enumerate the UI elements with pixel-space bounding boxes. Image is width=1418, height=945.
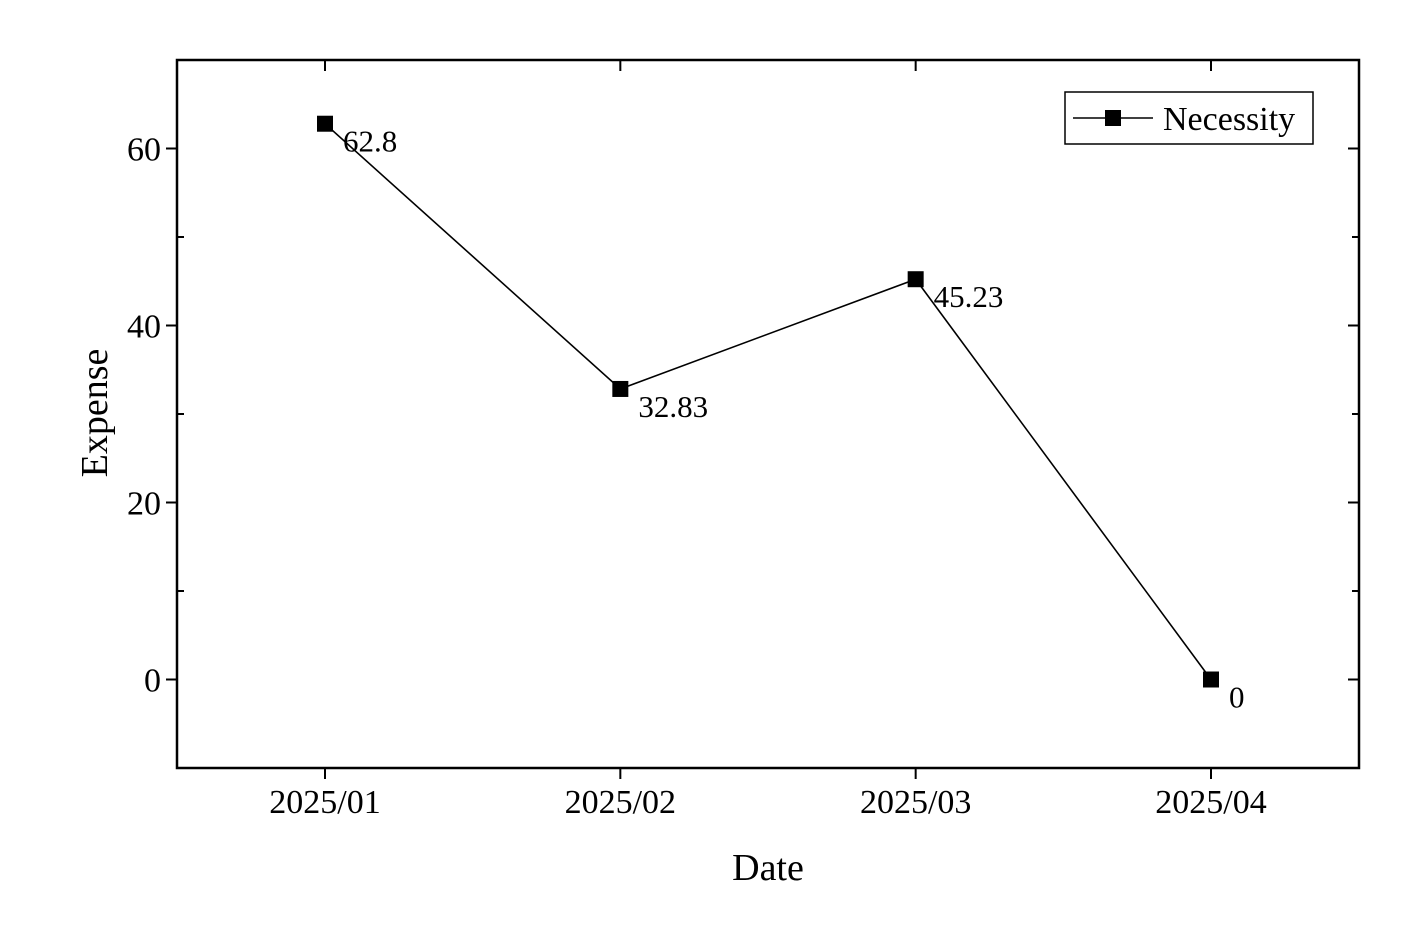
legend: Necessity — [1064, 91, 1314, 145]
y-axis-title: Expense — [74, 349, 116, 478]
data-point-marker — [317, 115, 333, 132]
data-label: 32.83 — [638, 389, 708, 424]
plot-frame — [175, 58, 1361, 770]
x-tick-label: 2025/02 — [565, 784, 676, 821]
series-layer — [317, 115, 1219, 688]
legend-marker-square — [1105, 110, 1121, 126]
y-tick-label: 20 — [127, 486, 161, 523]
y-tick-label: 40 — [127, 309, 161, 346]
y-tick-label: 60 — [127, 132, 161, 169]
data-label: 0 — [1229, 680, 1245, 715]
x-tick-label: 2025/01 — [269, 784, 380, 821]
data-label: 45.23 — [934, 279, 1004, 314]
x-axis-title: Date — [732, 847, 804, 889]
data-point-marker — [907, 271, 924, 288]
x-tick-label: 2025/03 — [860, 784, 971, 821]
data-point-marker — [612, 380, 629, 397]
series-line — [324, 123, 1212, 680]
data-point-marker — [1203, 671, 1219, 688]
y-tick-label: 0 — [144, 663, 161, 700]
data-label: 62.8 — [343, 124, 397, 159]
legend-label: Necessity — [1163, 101, 1295, 138]
axes-layer: 0 20 40 60 2025/01 2025/02 2025/03 2025/04 — [127, 58, 1361, 821]
x-tick-label: 2025/04 — [1155, 784, 1266, 821]
labels-layer: 62.8 32.83 45.23 0 — [343, 124, 1245, 715]
